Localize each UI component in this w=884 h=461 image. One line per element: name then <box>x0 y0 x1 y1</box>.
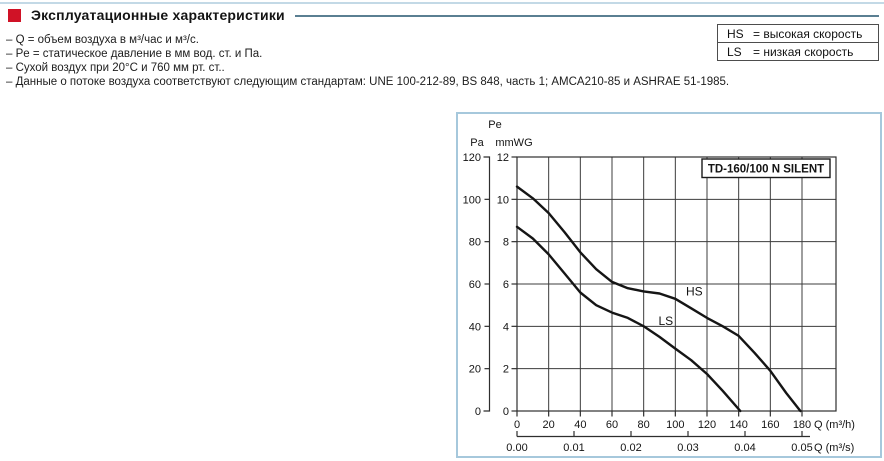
note-line-1: – Q = объем воздуха в м³/час и м³/с. <box>6 34 199 46</box>
svg-text:20: 20 <box>543 419 555 431</box>
svg-text:0.00: 0.00 <box>506 442 527 454</box>
legend-code: HS <box>727 26 744 41</box>
mmwg-axis: 12 10 8 6 4 2 0 <box>497 152 517 418</box>
note-line-3: – Сухой воздух при 20°C и 760 мм рт. ст.… <box>6 62 225 74</box>
legend-row-ls: LS = низкая скорость <box>717 42 879 61</box>
pa-axis: 120 100 80 60 40 20 0 <box>463 152 491 418</box>
curve-label-hs: HS <box>686 285 703 299</box>
pa-axis-title: Pa <box>470 137 484 149</box>
svg-text:40: 40 <box>574 419 586 431</box>
svg-text:10: 10 <box>497 194 509 206</box>
curve-label-ls: LS <box>658 314 673 328</box>
svg-text:0: 0 <box>514 419 520 431</box>
section-header: Эксплуатационные характеристики <box>8 7 879 23</box>
curve-ls <box>515 225 742 413</box>
notes-list: – Q = объем воздуха в м³/час и м³/с. – Pe… <box>6 33 816 89</box>
svg-text:20: 20 <box>469 364 481 376</box>
svg-text:0: 0 <box>475 406 481 418</box>
svg-text:80: 80 <box>469 237 481 249</box>
x-axis-m3s: 0.00 0.01 0.02 0.03 0.04 0.05 Q (m³/s) <box>506 431 854 454</box>
svg-text:6: 6 <box>503 279 509 291</box>
speed-legend: HS = высокая скорость LS = низкая скорость <box>717 24 879 61</box>
svg-text:100: 100 <box>463 194 481 206</box>
svg-text:0.05: 0.05 <box>791 442 812 454</box>
svg-text:40: 40 <box>469 321 481 333</box>
svg-text:4: 4 <box>503 321 509 333</box>
svg-text:12: 12 <box>497 152 509 164</box>
note-line-2: – Pe = статическое давление в мм вод. ст… <box>6 48 263 60</box>
svg-text:180: 180 <box>793 419 811 431</box>
fan-curve-chart: 12 10 8 6 4 2 0 120 100 80 60 40 20 0 Pe Pa mmWG 0 20 40 60 8… <box>456 112 882 458</box>
svg-text:Q (m³/h): Q (m³/h) <box>814 419 855 431</box>
legend-row-hs: HS = высокая скорость <box>717 24 879 43</box>
svg-text:80: 80 <box>638 419 650 431</box>
page-top-border <box>0 2 884 4</box>
legend-text: = низкая скорость <box>753 44 854 59</box>
x-axis-m3h: 0 20 40 60 80 100 120 140 160 180 Q (m³/h) <box>514 411 855 431</box>
header-rule <box>294 15 879 17</box>
svg-text:140: 140 <box>729 419 747 431</box>
svg-text:0.03: 0.03 <box>677 442 698 454</box>
svg-text:0.04: 0.04 <box>734 442 755 454</box>
note-line-4: – Данные о потоке воздуха соответствуют … <box>6 76 730 88</box>
svg-text:120: 120 <box>463 152 481 164</box>
svg-text:100: 100 <box>666 419 684 431</box>
section-bullet-icon <box>8 8 21 22</box>
legend-text: = высокая скорость <box>753 26 863 41</box>
curve-hs <box>515 185 802 413</box>
svg-text:120: 120 <box>698 419 716 431</box>
svg-text:8: 8 <box>503 237 509 249</box>
svg-text:TD-160/100 N SILENT: TD-160/100 N SILENT <box>708 164 824 176</box>
section-title: Эксплуатационные характеристики <box>31 7 285 23</box>
svg-text:0: 0 <box>503 406 509 418</box>
grid <box>517 157 836 411</box>
svg-text:2: 2 <box>503 364 509 376</box>
svg-text:160: 160 <box>761 419 779 431</box>
svg-text:Q (m³/s): Q (m³/s) <box>814 442 854 454</box>
svg-text:0.02: 0.02 <box>620 442 641 454</box>
svg-text:0.01: 0.01 <box>563 442 584 454</box>
svg-text:60: 60 <box>606 419 618 431</box>
svg-text:60: 60 <box>469 279 481 291</box>
pe-axis-title: Pe <box>488 119 501 131</box>
chart-title-box: TD-160/100 N SILENT <box>701 158 831 179</box>
mmwg-axis-title: mmWG <box>495 137 532 149</box>
legend-code: LS <box>727 44 742 59</box>
